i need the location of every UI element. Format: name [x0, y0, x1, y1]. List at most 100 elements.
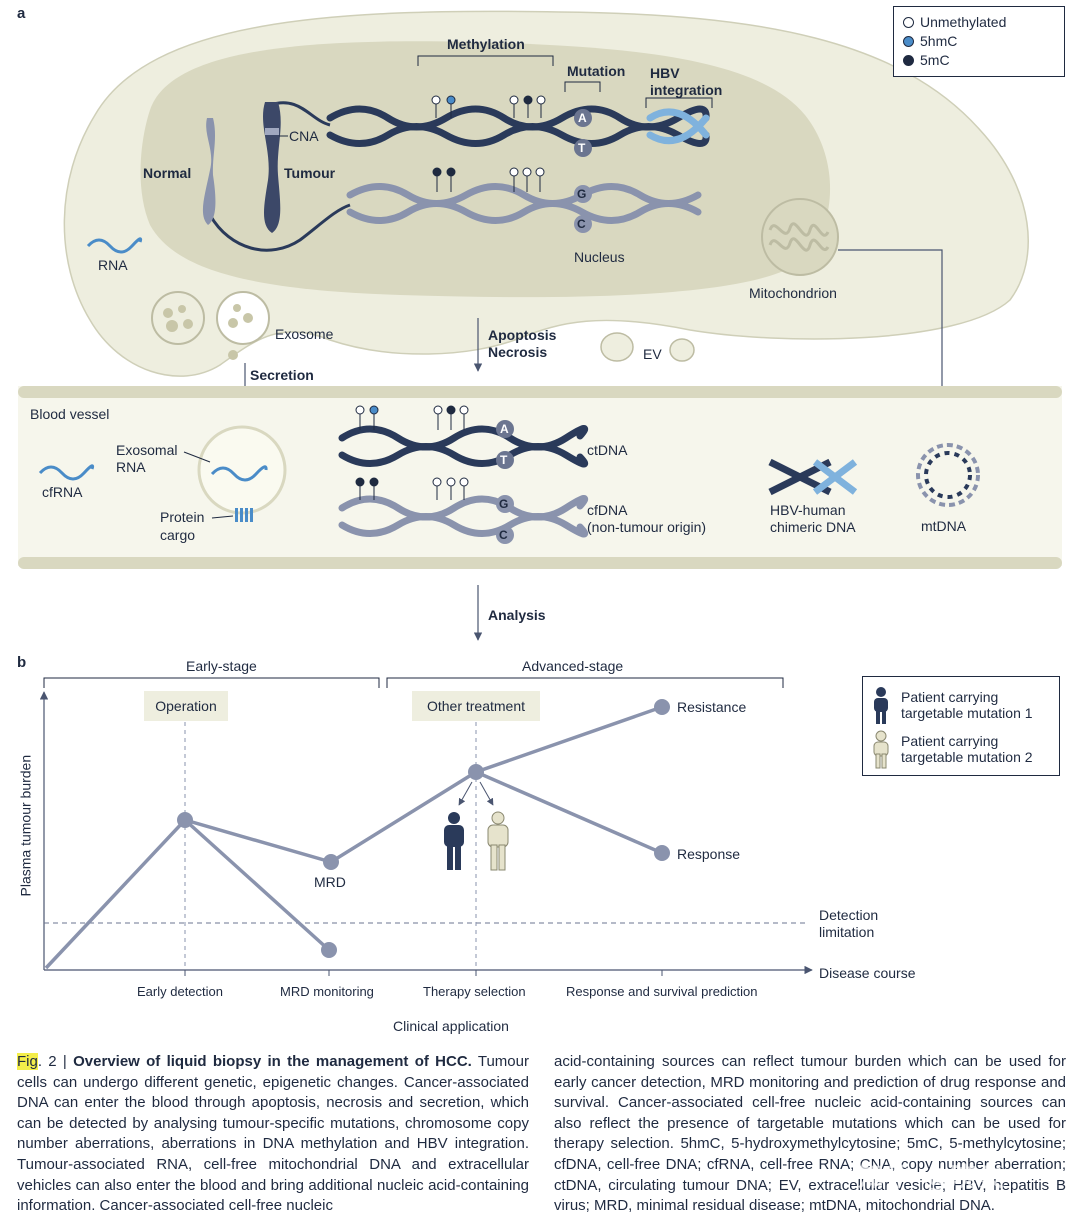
early-stage-label: Early-stage — [186, 658, 257, 674]
line-main — [44, 705, 663, 970]
exosome-label: Exosome — [275, 326, 334, 342]
stage-brackets — [43, 677, 784, 688]
base-t-label: T — [578, 141, 586, 155]
ev-icons — [600, 332, 695, 362]
base-circles — [574, 109, 592, 233]
cfrna-icon — [38, 464, 95, 481]
resistance-label: Resistance — [677, 699, 747, 715]
tick-label-therapy-selection: Therapy selection — [423, 984, 526, 999]
nucleus-label: Nucleus — [574, 249, 625, 265]
tumour-label: Tumour — [284, 165, 336, 181]
blood-vessel-label: Blood vessel — [30, 406, 110, 422]
methylation-label: Methylation — [447, 36, 525, 52]
ctdna-label: ctDNA — [587, 442, 628, 458]
detection-limitation-label-2: limitation — [819, 924, 875, 940]
rna-icon — [86, 237, 143, 254]
mutation-label: Mutation — [567, 63, 626, 79]
tick-label-response-prediction: Response and survival prediction — [566, 984, 758, 999]
mitochondrion-icon — [761, 198, 839, 276]
methylation-legend: Unmethylated 5hmC 5mC — [893, 6, 1065, 77]
cfdna-helix — [338, 495, 589, 538]
mtdna-icon — [916, 443, 980, 507]
cfrna-label: cfRNA — [42, 484, 83, 500]
rna-label: RNA — [98, 257, 128, 273]
exosome-vessel-icon — [197, 425, 287, 515]
caption-column-2: acid-containing sources can reflect tumo… — [554, 1053, 1066, 1215]
blood-vessel — [18, 386, 1062, 569]
normal-label: Normal — [143, 165, 192, 181]
cf-base-g: G — [499, 497, 509, 511]
cna-label: CNA — [289, 128, 319, 144]
x-axis-label: Disease course — [819, 965, 916, 981]
tumour-chromosome — [263, 102, 281, 233]
methylation-lollipops-top — [431, 95, 546, 118]
ctdna-lollipops — [355, 405, 469, 430]
caption-body-1: Tumour cells can undergo different genet… — [17, 1053, 529, 1215]
secretion-label: Secretion — [250, 367, 314, 383]
legend-b-icon-1 — [874, 687, 888, 724]
y-axis-label: Plasma tumour burden — [17, 754, 34, 897]
patient-legend: Patient carrying targetable mutation 1 P… — [862, 676, 1060, 776]
patient-legend-1b: targetable mutation 1 — [901, 705, 1033, 721]
ev-label: EV — [643, 346, 662, 362]
tumour-dna-helix — [326, 105, 710, 147]
tick-label-mrd-monitoring: MRD monitoring — [280, 984, 374, 999]
operation-tag: Operation — [144, 691, 228, 721]
point-resistance — [654, 699, 670, 715]
patient-legend-1a: Patient carrying — [901, 689, 999, 705]
hbv-label-1: HBV — [650, 65, 680, 81]
patient-icon-1 — [444, 812, 464, 870]
nucleus — [140, 41, 831, 298]
ct-base-a: A — [500, 422, 509, 436]
caption-column-1: Fig. 2 | Overview of liquid biopsy in th… — [17, 1052, 529, 1217]
line-response — [475, 770, 663, 855]
other-treatment-tag: Other treatment — [412, 691, 540, 721]
hbv-human-label-1: HBV-human — [770, 502, 846, 518]
protein-cargo-icon — [235, 508, 253, 522]
point-therapy — [468, 764, 484, 780]
panel-a-label: a — [17, 5, 26, 22]
caption-fig-highlight: Fig — [17, 1053, 38, 1070]
patient-legend-2b: targetable mutation 2 — [901, 749, 1033, 765]
exosomal-rna-label-2: RNA — [116, 459, 146, 475]
patient-legend-2a: Patient carrying — [901, 733, 999, 749]
mitochondrion-label: Mitochondrion — [749, 285, 837, 301]
burden-lines — [44, 705, 663, 970]
base-a-label: A — [578, 111, 587, 125]
base-c-label: C — [577, 217, 586, 231]
brackets — [417, 55, 713, 108]
mtdna-label: mtDNA — [921, 518, 967, 534]
normal-dna-helix — [346, 183, 702, 224]
response-label: Response — [677, 846, 741, 862]
hbv-human-label-2: chimeric DNA — [770, 519, 856, 535]
point-cure — [321, 942, 337, 958]
clinical-application-label: Clinical application — [393, 1018, 509, 1034]
base-g-label: G — [577, 187, 587, 201]
cfdna-label-1: cfDNA — [587, 502, 628, 518]
cfdna-lollipops — [355, 477, 469, 500]
protein-cargo-label-1: Protein — [160, 509, 205, 525]
ctdna-helix — [338, 425, 589, 468]
cf-base-c: C — [499, 528, 508, 542]
legend-item-5hmc: 5hmC — [903, 33, 957, 49]
caption-fig-number: . 2 | — [37, 1053, 74, 1070]
point-mrd — [323, 854, 339, 870]
analysis-label: Analysis — [488, 607, 546, 623]
exosome-icons — [151, 291, 270, 360]
hbv-human-dna-icon — [768, 458, 858, 496]
exosomal-rna-label-1: Exosomal — [116, 442, 178, 458]
apoptosis-label: Apoptosis — [488, 327, 557, 343]
necrosis-label: Necrosis — [488, 344, 548, 360]
panel-b-label: b — [17, 654, 27, 671]
cfdna-label-2: (non-tumour origin) — [587, 519, 707, 535]
normal-chromosome — [202, 118, 216, 225]
line-operation-cure — [183, 818, 331, 952]
ct-base-t: T — [500, 453, 508, 467]
burden-points — [177, 699, 670, 958]
detection-limitation-label-1: Detection — [819, 907, 879, 923]
legend-b-icon-2 — [873, 730, 889, 769]
tick-label-early-detection: Early detection — [137, 984, 223, 999]
point-response — [654, 845, 670, 861]
watermark: 知乎 @晓炎 — [858, 1162, 1007, 1192]
